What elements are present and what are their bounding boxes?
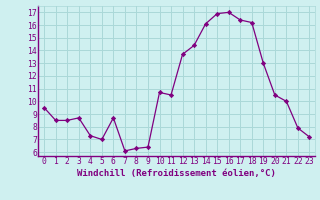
X-axis label: Windchill (Refroidissement éolien,°C): Windchill (Refroidissement éolien,°C) (77, 169, 276, 178)
